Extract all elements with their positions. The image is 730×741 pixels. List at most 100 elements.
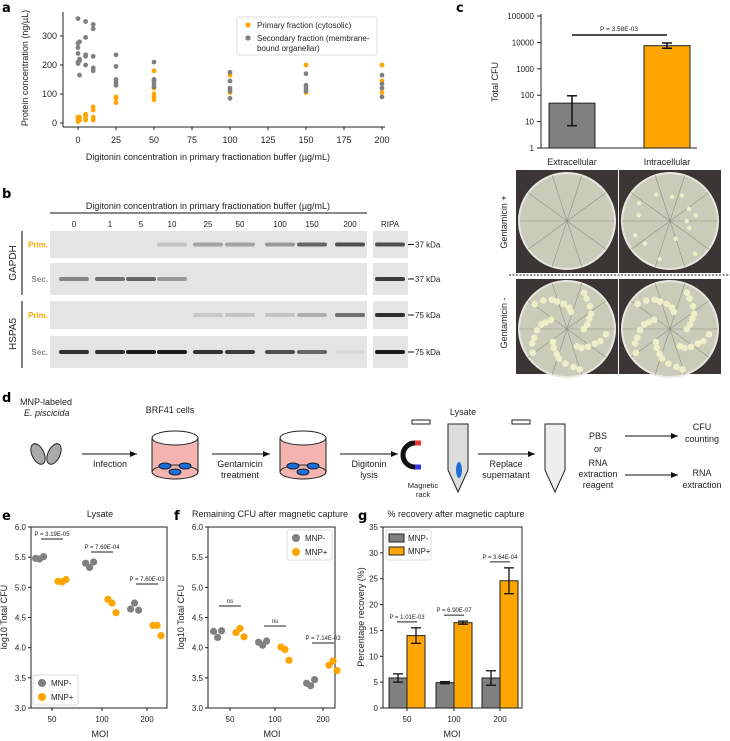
colony: [583, 321, 591, 328]
secondary-point: [83, 35, 88, 40]
blot-band: [157, 242, 187, 247]
sector-line: [566, 283, 583, 330]
lane-label: 50: [236, 220, 245, 229]
colony: [656, 298, 664, 305]
blot-row-label: Sec.: [32, 348, 48, 357]
bacteria-species: E. piscicida: [24, 408, 70, 418]
secondary-point: [77, 39, 82, 45]
secondary-point: [90, 53, 96, 59]
step-infection: Infection: [93, 459, 127, 469]
mnp-minus-point: [131, 599, 139, 607]
output-rna: RNA: [692, 468, 711, 478]
secondary-point: [83, 19, 88, 24]
colony: [692, 251, 698, 256]
colony: [636, 326, 644, 334]
secondary-point: [77, 56, 82, 62]
blot-row-label: Sec.: [32, 275, 48, 284]
panel-e-ylabel: log10 Total CFU: [0, 585, 9, 649]
colony: [547, 316, 555, 324]
primary-point: [379, 90, 385, 95]
panel-label-b: b: [2, 187, 11, 202]
blot-band: [375, 242, 405, 247]
sector-line: [669, 283, 686, 330]
legend-label: MNP+: [408, 547, 431, 556]
x-tick-label: 200: [316, 715, 330, 724]
colony: [530, 334, 538, 341]
sector-line: [551, 175, 568, 222]
panel-a-xlabel: Digitonin concentration in primary fract…: [86, 152, 330, 162]
colony: [549, 338, 557, 346]
bacteria-icon: [30, 443, 62, 465]
mnp-minus-point: [263, 637, 271, 645]
size-marker: 37 kDa: [415, 241, 441, 250]
step-gentamicin: Gentamicin: [217, 459, 263, 469]
colony: [529, 349, 537, 357]
legend-marker: [292, 548, 300, 556]
legend-marker: [388, 533, 405, 543]
mnp-minus-point: [218, 627, 226, 635]
y-tick-label: 3.0: [192, 704, 204, 713]
x-tick-label: 100: [222, 135, 237, 145]
y-tick-label: 15: [369, 626, 378, 635]
panel-label-g: g: [358, 509, 367, 524]
pbs-label: PBS: [589, 431, 607, 441]
colony: [570, 363, 577, 371]
blot-row-label: Prim.: [28, 311, 48, 320]
mnp-plus-point: [285, 656, 293, 664]
blot-band: [59, 350, 89, 354]
sector-line: [630, 220, 671, 250]
blot-band: [297, 350, 327, 354]
secondary-point: [83, 62, 88, 68]
panel-b-western-blot: Digitonin concentration in primary fract…: [8, 201, 441, 368]
lane-label: 150: [305, 220, 319, 229]
mnp-minus-point: [307, 682, 315, 690]
primary-point: [113, 94, 119, 100]
colony: [553, 350, 560, 358]
sector-line: [669, 328, 710, 358]
colony: [650, 316, 658, 324]
mnp-plus-bar: [453, 622, 473, 709]
p-value: ns: [272, 619, 278, 625]
legend-secondary-cont: bound organellar): [257, 44, 320, 53]
mnp-minus-point: [86, 563, 94, 572]
blot-band: [375, 277, 405, 281]
blot-band: [126, 277, 156, 281]
y-tick-label: 10000: [512, 38, 535, 47]
legend-marker: [292, 534, 300, 542]
blot-band: [59, 277, 89, 281]
y-tick-label: 4.0: [15, 644, 27, 653]
p-value: P = 3.19E-05: [34, 532, 70, 538]
colony: [652, 338, 660, 346]
panel-f-ylabel: log10 Total CFU: [176, 585, 186, 649]
colony: [679, 366, 686, 373]
panel-a-ylabel: Protein concentration (ng/µL): [20, 10, 30, 126]
colony: [533, 326, 541, 334]
x-tick-label: 125: [260, 135, 275, 145]
colony: [653, 192, 659, 197]
blot-band: [225, 350, 255, 354]
sector-line: [566, 192, 607, 222]
colony: [642, 241, 648, 247]
colony: [693, 213, 698, 218]
primary-point: [151, 91, 157, 97]
mnp-minus-point: [127, 605, 135, 613]
y-tick-label: 20: [369, 601, 378, 610]
primary-point: [83, 111, 88, 117]
p-value: P = 7.69E-04: [84, 545, 120, 551]
blot-band: [265, 242, 295, 247]
panel-a-chart: Digitonin concentration in primary fract…: [20, 10, 390, 162]
colony: [665, 360, 672, 367]
blot-band: [193, 350, 223, 354]
y-tick-label: 0: [374, 704, 379, 713]
legend-label: MNP-: [305, 534, 326, 543]
blot-band: [297, 242, 327, 247]
primary-point: [303, 62, 309, 68]
colony: [550, 344, 558, 352]
y-tick-label: 0: [52, 118, 57, 128]
mnp-minus-point: [311, 676, 319, 684]
colony: [567, 308, 575, 316]
colony: [584, 343, 592, 351]
y-tick-label: 1000: [516, 65, 534, 74]
mnp-plus-point: [157, 632, 165, 640]
